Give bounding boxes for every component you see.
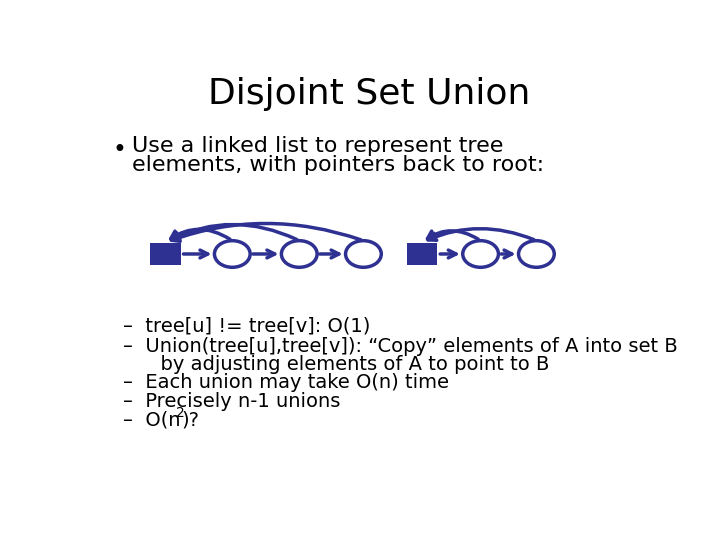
Bar bbox=[150, 242, 181, 266]
FancyArrowPatch shape bbox=[171, 230, 230, 239]
Text: 2: 2 bbox=[176, 406, 185, 420]
Text: –  O(n: – O(n bbox=[124, 411, 181, 430]
FancyArrowPatch shape bbox=[171, 225, 297, 240]
Text: –  tree[u] != tree[v]: O(1): – tree[u] != tree[v]: O(1) bbox=[124, 316, 371, 335]
FancyArrowPatch shape bbox=[171, 224, 361, 241]
Text: )?: )? bbox=[181, 411, 199, 430]
Text: –  Precisely n-1 unions: – Precisely n-1 unions bbox=[124, 392, 341, 411]
Text: •: • bbox=[112, 138, 126, 161]
FancyArrowPatch shape bbox=[428, 228, 534, 240]
Text: –  Union(tree[u],tree[v]): “Copy” elements of A into set B: – Union(tree[u],tree[v]): “Copy” element… bbox=[124, 337, 678, 356]
Text: elements, with pointers back to root:: elements, with pointers back to root: bbox=[132, 156, 544, 176]
Circle shape bbox=[215, 241, 250, 267]
Text: Disjoint Set Union: Disjoint Set Union bbox=[208, 77, 530, 111]
Text: –  Each union may take O(n) time: – Each union may take O(n) time bbox=[124, 373, 449, 393]
Circle shape bbox=[463, 241, 498, 267]
Circle shape bbox=[282, 241, 317, 267]
Bar bbox=[407, 242, 437, 266]
Text: Use a linked list to represent tree: Use a linked list to represent tree bbox=[132, 136, 503, 156]
Circle shape bbox=[346, 241, 382, 267]
Text: by adjusting elements of A to point to B: by adjusting elements of A to point to B bbox=[124, 355, 550, 374]
FancyArrowPatch shape bbox=[428, 231, 478, 239]
Circle shape bbox=[518, 241, 554, 267]
